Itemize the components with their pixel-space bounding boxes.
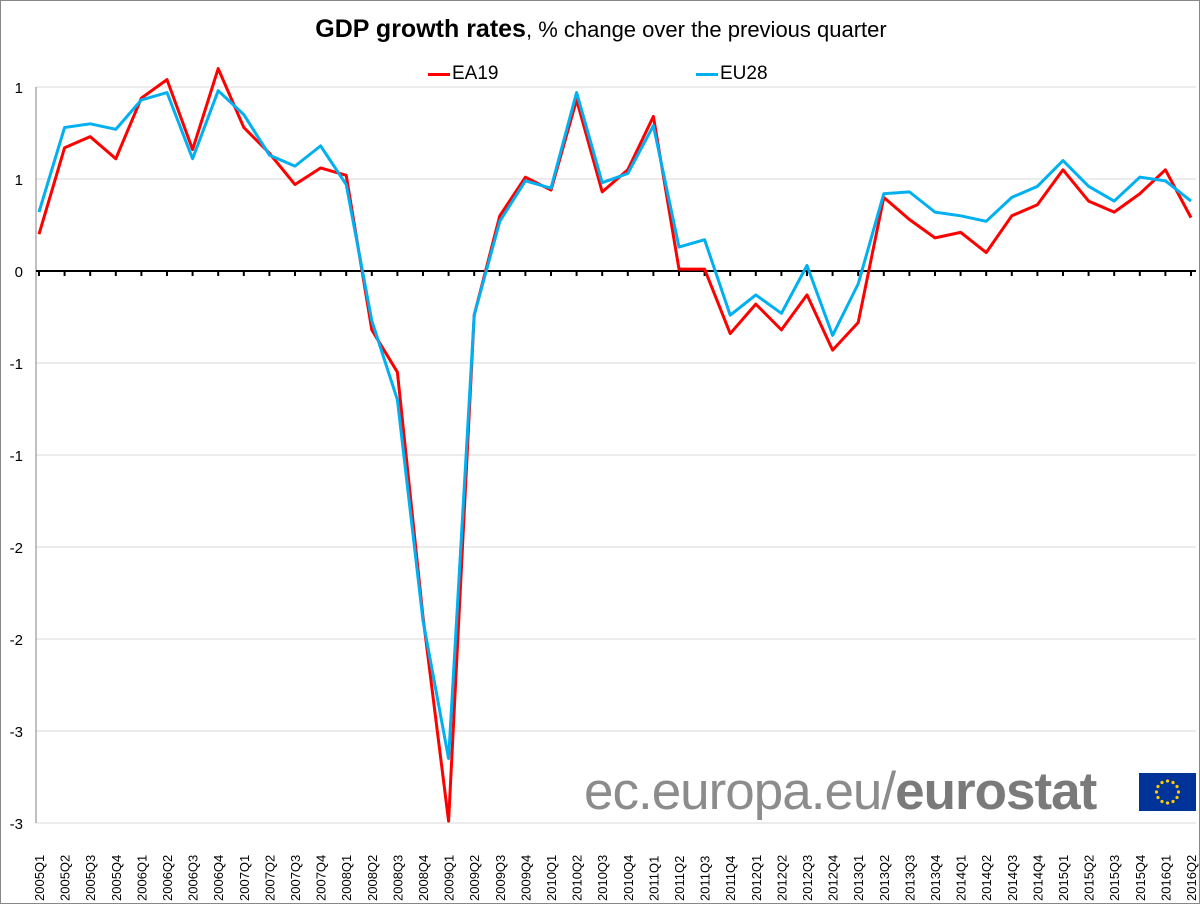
series-line-eu28: [37, 89, 1192, 761]
x-tick-label: 2006Q1: [134, 855, 149, 901]
x-tick-label: 2009Q3: [493, 855, 508, 901]
x-tick-label: 2014Q4: [1030, 855, 1045, 901]
x-tick-label: 2008Q2: [365, 855, 380, 901]
x-tick-label: 2007Q4: [314, 855, 329, 901]
x-tick-label: 2009Q4: [518, 855, 533, 901]
x-tick-label: 2010Q1: [544, 855, 559, 901]
legend-label: EA19: [452, 63, 499, 84]
x-tick-label: 2005Q4: [109, 855, 124, 901]
y-tick-label: -3: [10, 816, 23, 833]
x-tick-label: 2009Q2: [467, 855, 482, 901]
x-tick-label: 2015Q4: [1133, 855, 1148, 901]
logo-text: ec.europa.eu/: [584, 762, 896, 821]
eu-flag-icon: [1139, 773, 1196, 811]
x-tick-label: 2016Q1: [1158, 855, 1173, 901]
x-tick-label: 2007Q3: [288, 855, 303, 901]
series-line-ea19: [37, 67, 1193, 823]
x-tick-label: 2013Q2: [877, 855, 892, 901]
x-tick-label: 2011Q2: [672, 856, 687, 901]
x-tick-label: 2016Q2: [1184, 855, 1199, 901]
x-tick-label: 2005Q2: [58, 855, 73, 901]
legend-label: EU28: [720, 63, 768, 84]
title-subtitle: , % change over the previous quarter: [525, 17, 887, 42]
x-tick-label: 2011Q1: [646, 856, 661, 901]
x-tick-label: 2006Q4: [211, 855, 226, 901]
x-tick-label: 2013Q4: [928, 855, 943, 901]
eurostat-logo: ec.europa.eu/eurostat: [584, 761, 1097, 822]
x-tick-label: 2015Q1: [1056, 855, 1071, 901]
x-tick-label: 2015Q3: [1107, 855, 1122, 901]
x-tick-label: 2007Q2: [262, 855, 277, 901]
x-tick-label: 2013Q3: [902, 855, 917, 901]
x-tick-label: 2012Q4: [826, 855, 841, 901]
legend-item-eu28: EU28: [696, 63, 768, 85]
x-tick-label: 2011Q3: [698, 856, 713, 901]
x-tick-label: 2014Q1: [954, 855, 969, 901]
x-tick-label: 2012Q1: [749, 855, 764, 901]
x-tick-label: 2006Q2: [160, 855, 175, 901]
y-tick-label: 0: [15, 264, 23, 281]
x-tick-label: 2010Q3: [595, 855, 610, 901]
title-main: GDP growth rates: [315, 15, 526, 43]
y-tick-label: -2: [10, 540, 23, 557]
x-tick-label: 2006Q3: [186, 855, 201, 901]
logo-text-bold: eurostat: [895, 762, 1097, 821]
y-tick-label: 1: [15, 172, 23, 189]
x-tick-label: 2012Q3: [800, 855, 815, 901]
x-tick-label: 2013Q1: [851, 855, 866, 901]
x-tick-label: 2010Q2: [570, 855, 585, 901]
x-tick-label: 2007Q1: [237, 855, 252, 901]
x-tick-label: 2008Q1: [339, 855, 354, 901]
x-tick-label: 2009Q1: [442, 855, 457, 901]
legend-swatch: [428, 72, 450, 76]
x-tick-label: 2014Q2: [979, 855, 994, 901]
legend-swatch: [696, 72, 718, 76]
y-tick-label: -2: [10, 632, 23, 649]
x-tick-label: 2005Q1: [32, 855, 47, 901]
legend-item-ea19: EA19: [428, 63, 498, 85]
y-tick-label: -3: [10, 724, 23, 741]
x-tick-label: 2005Q3: [83, 855, 98, 901]
chart-title: GDP growth rates, % change over the prev…: [1, 15, 1199, 44]
x-tick-label: 2011Q4: [723, 856, 738, 901]
x-tick-label: 2008Q4: [416, 855, 431, 901]
y-tick-label: -1: [10, 356, 23, 373]
y-tick-label: 1: [15, 80, 23, 97]
x-tick-label: 2010Q4: [621, 855, 636, 901]
x-tick-label: 2015Q2: [1082, 855, 1097, 901]
x-tick-label: 2012Q2: [774, 855, 789, 901]
y-tick-label: -1: [10, 448, 23, 465]
x-tick-label: 2008Q3: [390, 855, 405, 901]
x-tick-label: 2014Q3: [1005, 855, 1020, 901]
